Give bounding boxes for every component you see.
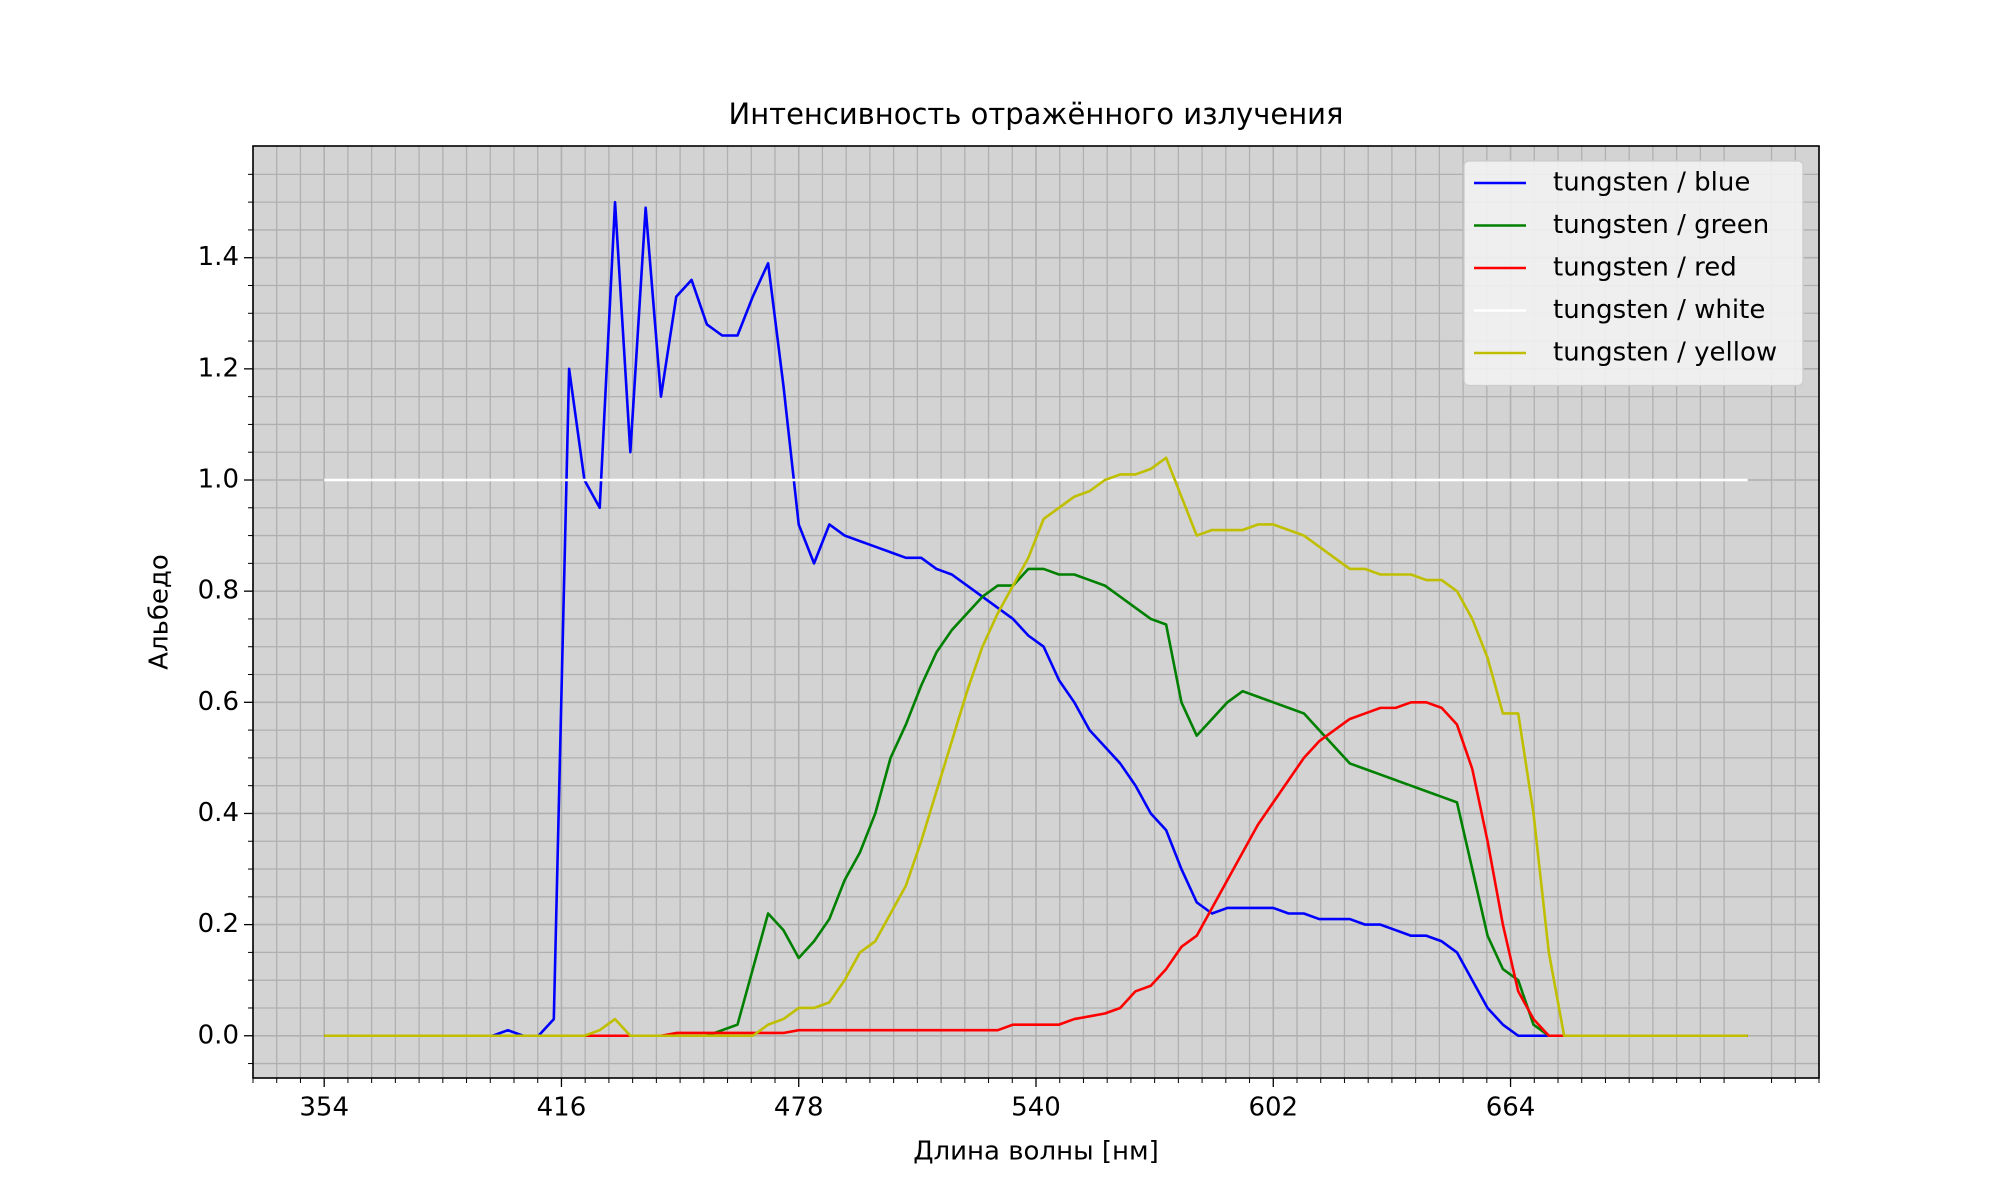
x-tick-label: 478 xyxy=(774,1093,824,1123)
legend-box xyxy=(1463,160,1804,387)
series-line xyxy=(324,456,1748,1038)
y-axis-label: Альбедо xyxy=(145,554,175,670)
y-tick-label: 0.4 xyxy=(198,798,239,828)
x-axis-label: Длина волны [нм] xyxy=(913,1137,1159,1167)
plot-frame xyxy=(252,145,1820,1079)
legend-label: tungsten / red xyxy=(1553,253,1737,283)
y-tick-label: 0.0 xyxy=(198,1020,239,1050)
y-tick-label: 1.0 xyxy=(198,465,239,495)
y-tick-label: 0.2 xyxy=(198,909,239,939)
series-line xyxy=(324,200,1748,1038)
legend: tungsten / blue tungsten / green tungsten … xyxy=(1463,160,1804,387)
legend-label: tungsten / white xyxy=(1553,295,1765,325)
legend-label: tungsten / blue xyxy=(1553,168,1750,198)
y-tick-label: 1.4 xyxy=(198,242,239,272)
x-tick-label: 664 xyxy=(1486,1093,1536,1123)
x-tick-label: 354 xyxy=(299,1093,349,1123)
y-tick-label: 1.2 xyxy=(198,353,239,383)
y-tick-label: 0.8 xyxy=(198,576,239,606)
x-tick-label: 540 xyxy=(1011,1093,1061,1123)
legend-label: tungsten / yellow xyxy=(1553,338,1777,368)
legend-label: tungsten / green xyxy=(1553,210,1769,240)
x-tick-label: 416 xyxy=(537,1093,587,1123)
chart-title: Интенсивность отражённого излучения xyxy=(729,97,1344,131)
y-tick-label: 0.6 xyxy=(198,687,239,717)
series-group xyxy=(324,200,1748,1038)
x-tick-label: 602 xyxy=(1248,1093,1298,1123)
